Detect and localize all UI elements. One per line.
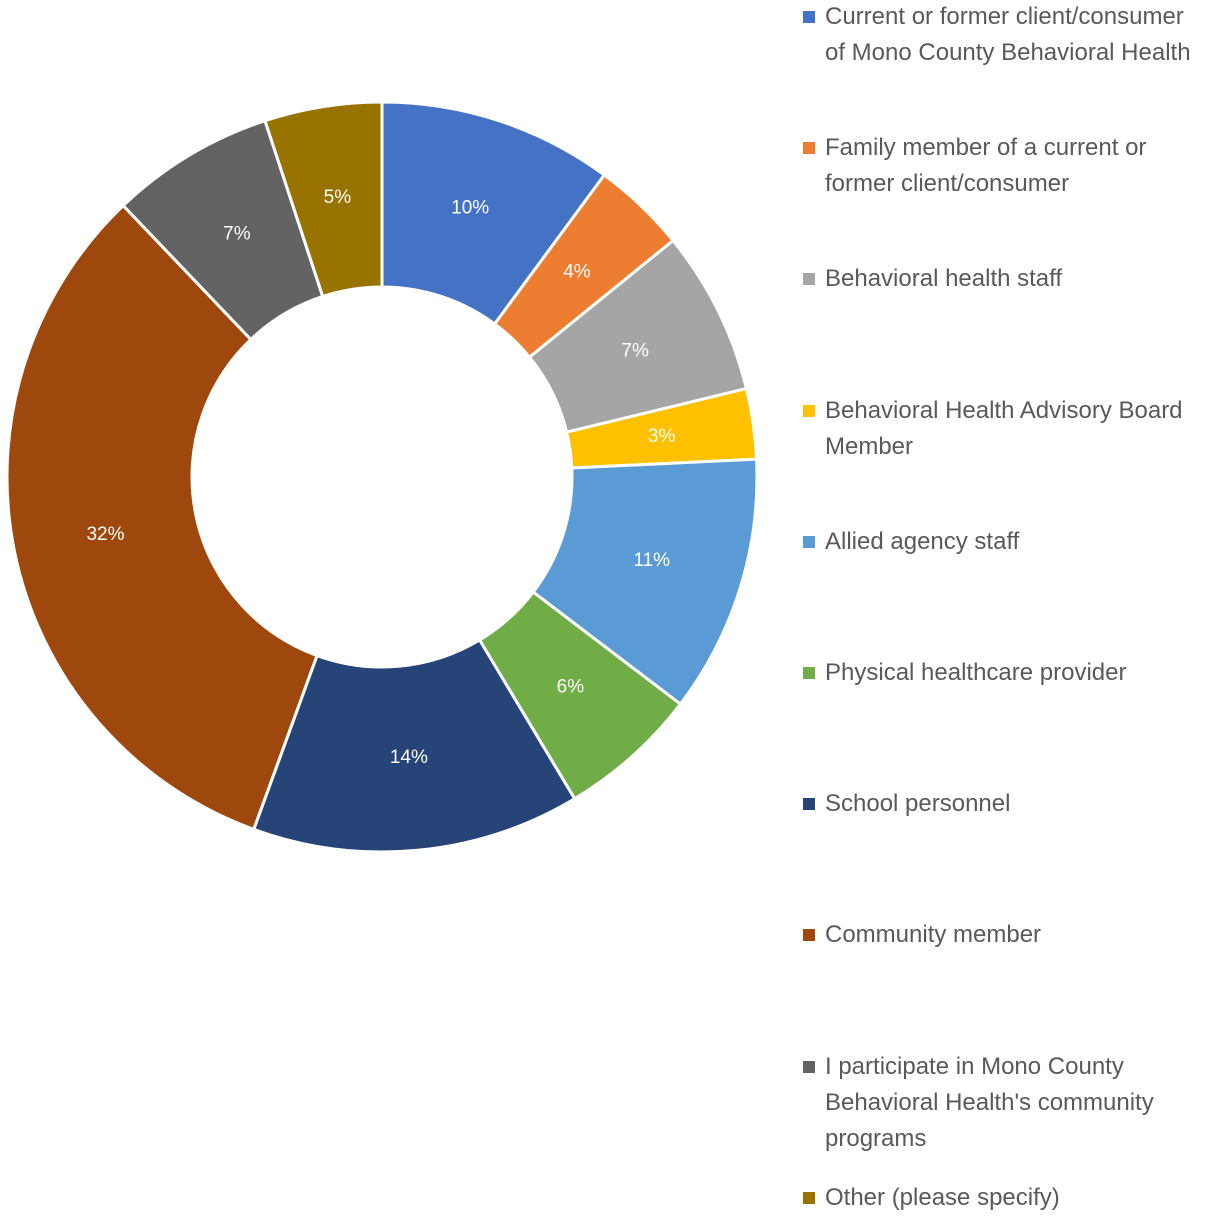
legend-swatch — [803, 273, 815, 286]
slice-label: 14% — [390, 747, 428, 768]
legend-label: Family member of a current or former cli… — [825, 134, 1147, 198]
slice — [5, 203, 319, 832]
legend-label: Physical healthcare provider — [825, 659, 1127, 686]
legend-swatch — [803, 11, 815, 23]
slice-label: 6% — [557, 677, 585, 698]
slice — [263, 100, 384, 299]
legend-swatch — [803, 667, 815, 679]
legend-label: I participate in Mono County Behavioral … — [825, 1052, 1154, 1152]
chart: 10% 4% 7% 3% 11% 6% 14% 32% 7% 5% — [5, 100, 759, 854]
legend-label: Community member — [825, 921, 1042, 949]
legend-swatch — [803, 798, 815, 811]
legend-swatch — [803, 404, 815, 417]
legend-label: Behavioral Health Advisory Board Member — [825, 396, 1183, 460]
legend-swatch — [803, 1060, 815, 1073]
legend-swatch — [803, 142, 815, 155]
slice-label: 5% — [324, 187, 352, 208]
legend-label: Current or former client/consumer of Mon… — [825, 3, 1191, 66]
slice — [251, 637, 577, 854]
slice-label: 7% — [621, 341, 649, 362]
legend-label: Behavioral health staff — [825, 265, 1063, 293]
slice-label: 10% — [451, 198, 489, 219]
slice-label: 32% — [86, 524, 124, 545]
legend-swatch — [803, 929, 815, 942]
slice-label: 11% — [633, 550, 670, 571]
slice-label: 7% — [223, 224, 251, 245]
slice — [531, 457, 759, 707]
slice-label: 3% — [648, 426, 676, 447]
legend-label: School personnel — [825, 790, 1011, 818]
legend-swatch — [803, 535, 815, 548]
legend-label: Other (please specify) — [825, 1183, 1060, 1211]
legend-label: Allied agency staff — [825, 527, 1020, 555]
slice-label: 4% — [563, 262, 591, 283]
legend-swatch — [803, 1191, 815, 1204]
legend: Current or former client/consumer of Mon… — [803, 0, 1203, 1214]
